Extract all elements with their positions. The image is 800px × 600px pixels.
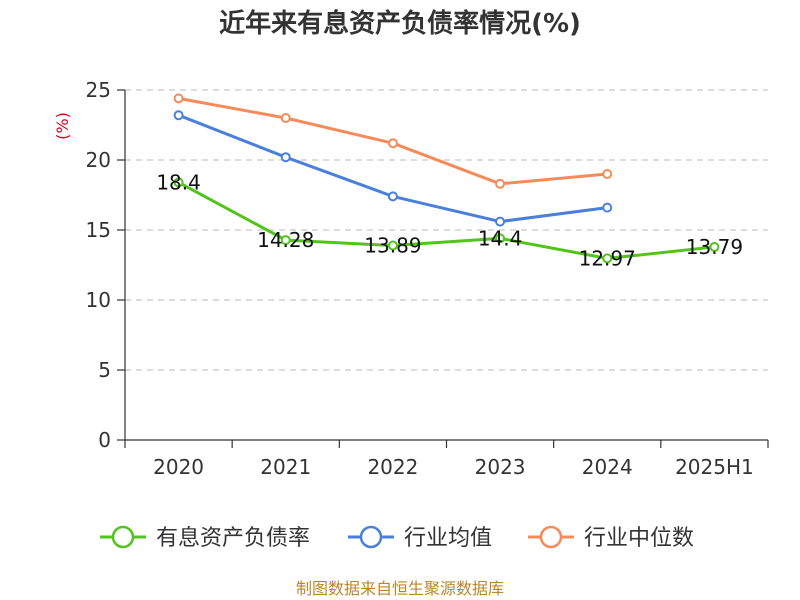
data-point [387,240,398,251]
x-tick-label: 2025H1 [675,455,754,479]
data-labels: 18.4 14.28 13.89 14.4 12.97 13.79 [156,170,743,270]
grid-lines [125,89,768,371]
data-point [495,216,506,227]
data-point [173,93,184,104]
data-point [173,110,184,121]
data-point [280,235,291,246]
series-lines [173,93,720,264]
x-tick-label: 2023 [475,455,526,479]
y-tick-label: 15 [86,218,111,242]
data-label: 14.28 [257,228,314,252]
data-label: 14.4 [478,226,523,250]
y-tick-label: 0 [98,428,111,452]
legend-label: 有息资产负债率 [156,526,310,551]
data-label: 13.79 [686,235,743,259]
y-axis-unit: (%) [53,112,72,140]
legend: 有息资产负债率 行业均值 行业中位数 [100,525,694,551]
source-note: 制图数据来自恒生聚源数据库 [296,579,504,598]
x-tick-label: 2021 [260,455,311,479]
legend-marker [359,525,383,549]
data-point [387,191,398,202]
legend-marker [539,525,563,549]
y-tick-label: 20 [86,148,111,172]
chart-title: 近年来有息资产负债率情况(%) [219,8,581,39]
data-point [602,169,613,179]
x-tick-label: 2020 [153,455,204,479]
x-tick-label: 2022 [367,455,418,479]
data-point [280,113,291,123]
data-point [387,138,398,149]
y-tick-label: 10 [86,288,111,312]
data-label: 18.4 [156,170,201,194]
data-point [602,253,613,264]
data-point [602,202,613,213]
axes: 0 5 10 15 20 25 2020 2021 2022 2023 2024 2025H1 [86,78,769,479]
data-label: 13.89 [364,234,421,258]
series-line [178,113,608,224]
legend-label: 行业中位数 [584,526,694,551]
y-tick-label: 25 [86,78,111,102]
data-point [495,178,506,189]
legend-marker [111,525,135,549]
data-point [173,177,184,188]
x-tick-label: 2024 [582,455,633,479]
data-point [280,152,291,163]
y-tick-label: 5 [98,358,111,382]
data-point [495,233,506,244]
legend-label: 行业均值 [404,526,492,551]
data-label: 12.97 [579,246,636,270]
data-point [709,241,720,252]
series-line [177,181,715,260]
